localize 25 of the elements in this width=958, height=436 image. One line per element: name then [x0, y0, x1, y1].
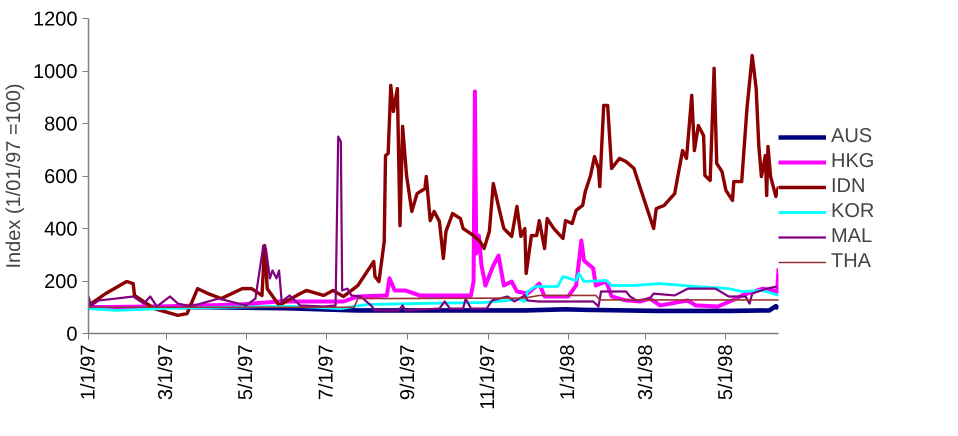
x-tick-label: 9/1/97 — [396, 344, 419, 400]
legend-label: IDN — [831, 175, 866, 198]
legend-label: AUS — [831, 125, 872, 148]
y-tick-label: 400 — [44, 218, 78, 240]
x-tick-label: 5/1/98 — [714, 344, 737, 400]
y-tick-label: 1200 — [33, 8, 78, 30]
y-tick-label: 800 — [44, 114, 78, 136]
x-tick-label: 5/1/97 — [235, 344, 258, 400]
x-tick-label: 3/1/98 — [634, 344, 657, 400]
y-tick-label: 0 — [66, 324, 78, 346]
x-tick-label: 7/1/97 — [315, 344, 338, 400]
y-tick-label: 1000 — [33, 61, 78, 83]
x-tick-label: 11/1/97 — [477, 344, 500, 410]
y-tick-label: 600 — [44, 166, 78, 188]
y-axis-title: Index (1/01/97 =100) — [3, 83, 26, 269]
legend-label: HKG — [831, 150, 874, 173]
legend-label: THA — [831, 250, 871, 273]
line-series — [88, 136, 778, 312]
legend-label: MAL — [831, 225, 872, 248]
legend-label: KOR — [831, 200, 874, 223]
x-tick-label: 1/1/98 — [557, 344, 580, 400]
y-tick-label: 200 — [44, 271, 78, 293]
line-series — [88, 294, 778, 308]
x-tick-label: 3/1/97 — [155, 344, 178, 400]
x-tick-label: 1/1/97 — [78, 344, 100, 400]
